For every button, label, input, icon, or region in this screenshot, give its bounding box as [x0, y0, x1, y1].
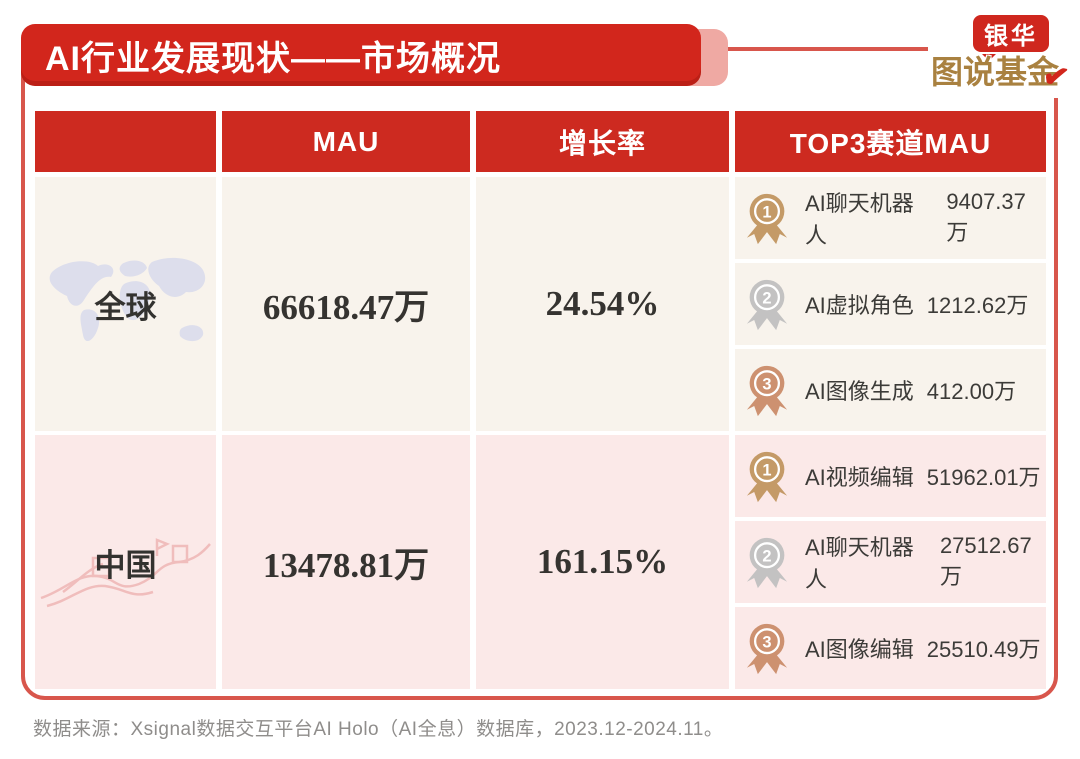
bronze-medal-icon: 3 [746, 623, 788, 674]
rank-number: 2 [762, 547, 771, 565]
great-wall-image [40, 538, 211, 608]
title-banner: AI行业发展现状——市场概况 [21, 24, 701, 86]
top3-cell-china: 1 AI视频编辑 51962.01万 2 AI聊天机器人 27512.67万 [735, 435, 1046, 689]
top3-item: 3 AI图像编辑 25510.49万 [735, 607, 1046, 689]
bronze-medal-icon: 3 [746, 365, 788, 416]
table-row-global: 全球 66618.47万 24.54% 1 AI聊天机器人 9407.37万 [35, 177, 1046, 431]
rank-number: 1 [762, 461, 771, 479]
track-value: 412.00万 [926, 379, 1017, 404]
rank-number: 3 [762, 375, 771, 393]
header-mau: MAU [222, 111, 470, 172]
top3-item: 1 AI聊天机器人 9407.37万 [735, 177, 1046, 259]
track-value: 1212.62万 [926, 293, 1029, 318]
header-region [35, 111, 216, 172]
track-value: 25510.49万 [926, 637, 1041, 662]
checkmark-icon: ✔ [1040, 57, 1072, 96]
silver-medal-icon: 2 [746, 279, 788, 330]
gold-medal-icon: 1 [746, 193, 788, 244]
growth-cell-global: 24.54% [476, 177, 729, 431]
rank-number: 3 [762, 633, 771, 651]
brand-name-top: 银华 [984, 23, 1038, 50]
data-source-note: 数据来源：Xsignal数据交互平台AI Holo（AI全息）数据库，2023.… [33, 719, 724, 740]
top3-item: 2 AI聊天机器人 27512.67万 [735, 521, 1046, 603]
mau-cell-china: 13478.81万 [222, 435, 470, 689]
region-cell-china: 中国 [35, 435, 216, 689]
region-label: 全球 [94, 289, 157, 325]
world-map-image [49, 257, 205, 342]
header-growth: 增长率 [476, 111, 729, 172]
track-value: 51962.01万 [926, 465, 1041, 490]
brand-logo: 银华 图说基金 ✔ [928, 6, 1072, 98]
track-label: AI视频编辑 [805, 465, 914, 490]
page-title: AI行业发展现状——市场概况 [45, 39, 501, 78]
table-header-row: MAU 增长率 TOP3赛道MAU [35, 111, 1046, 172]
brand-name-bottom: 图说基金 [931, 54, 1060, 90]
top3-item: 3 AI图像生成 412.00万 [735, 349, 1046, 431]
region-label: 中国 [94, 547, 157, 583]
gold-medal-icon: 1 [746, 451, 788, 502]
track-label: AI图像生成 [805, 379, 914, 404]
track-value: 27512.67万 [939, 533, 1032, 589]
brand-logo-bubble: 银华 [973, 15, 1049, 61]
data-table: MAU 增长率 TOP3赛道MAU 全球 66618.47万 24.54% [35, 111, 1046, 693]
track-label: AI虚拟角色 [805, 293, 914, 318]
growth-cell-china: 161.15% [476, 435, 729, 689]
header-top3: TOP3赛道MAU [735, 111, 1046, 172]
track-label: AI聊天机器人 [805, 535, 914, 592]
track-label: AI图像编辑 [805, 637, 914, 662]
region-cell-global: 全球 [35, 177, 216, 431]
top3-cell-global: 1 AI聊天机器人 9407.37万 2 AI虚拟角色 1212.62万 [735, 177, 1046, 431]
top3-item: 1 AI视频编辑 51962.01万 [735, 435, 1046, 517]
rank-number: 1 [762, 203, 771, 221]
table-row-china: 中国 13478.81万 161.15% 1 AI视频编辑 51962.01万 [35, 435, 1046, 689]
silver-medal-icon: 2 [746, 537, 788, 588]
mau-cell-global: 66618.47万 [222, 177, 470, 431]
rank-number: 2 [762, 289, 771, 307]
top3-item: 2 AI虚拟角色 1212.62万 [735, 263, 1046, 345]
track-value: 9407.37万 [946, 189, 1026, 245]
track-label: AI聊天机器人 [805, 191, 914, 248]
